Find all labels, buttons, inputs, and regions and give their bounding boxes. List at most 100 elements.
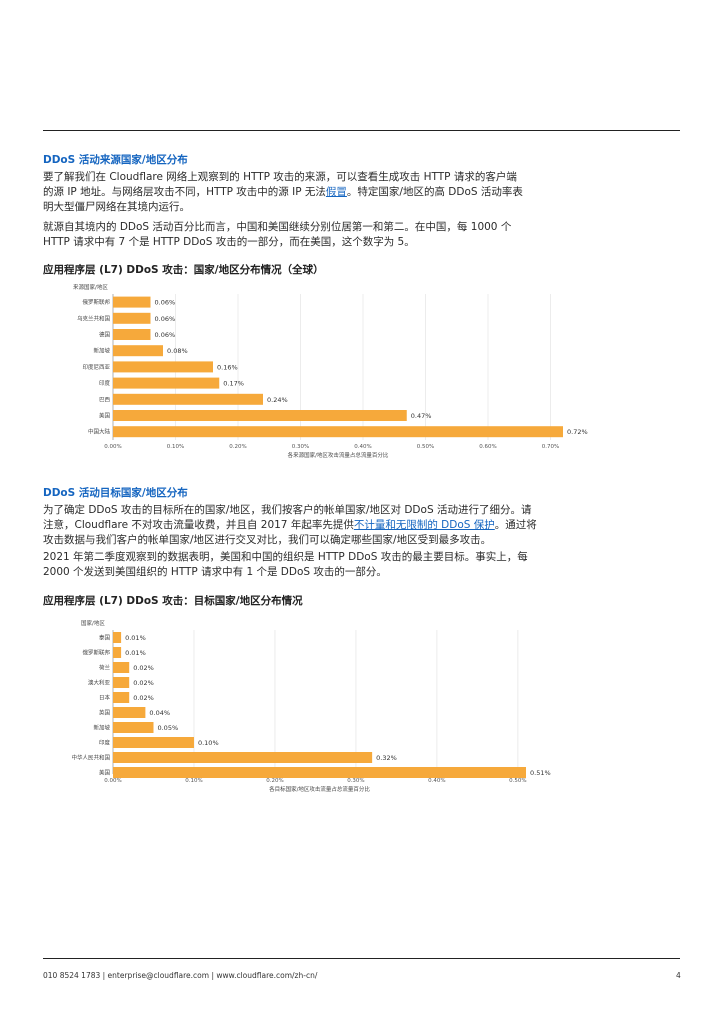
data-label: 0.47% <box>411 412 432 420</box>
bar <box>113 393 263 405</box>
bar <box>113 377 220 389</box>
data-label: 0.01% <box>125 634 146 642</box>
bar <box>113 345 163 357</box>
bar <box>113 410 407 421</box>
data-label: 0.72% <box>567 428 588 436</box>
bar <box>113 707 146 718</box>
x-tick-label: 0.10% <box>167 444 184 450</box>
bar <box>113 312 151 324</box>
category-label: 印度尼西亚 <box>82 363 110 371</box>
x-tick-label: 0.60% <box>479 444 496 450</box>
category-label: 俄罗斯联邦 <box>82 649 110 657</box>
data-label: 0.05% <box>157 724 178 732</box>
bottom-rule <box>43 958 680 959</box>
text-span: 的源 IP 地址。与网络层攻击不同，HTTP 攻击中的源 IP 无法 <box>43 186 326 198</box>
text-span: 注意，Cloudflare 不对攻击流量收费，并且自 2017 年起率先提供 <box>43 519 354 531</box>
text-line: 攻击数据与我们客户的帐单国家/地区进行交叉对比，我们可以确定哪些国家/地区受到最… <box>43 534 492 546</box>
bar <box>113 647 122 658</box>
text-span: 。通过将 <box>494 519 537 531</box>
text-span: 。特定国家/地区的高 DDoS 活动率表 <box>346 186 523 198</box>
x-tick-label: 0.30% <box>347 778 364 784</box>
data-label: 0.06% <box>155 315 176 323</box>
data-label: 0.24% <box>267 396 288 404</box>
data-label: 0.06% <box>155 299 176 307</box>
category-label: 泰国 <box>99 634 111 642</box>
text-line: 2021 年第二季度观察到的数据表明，美国和中国的组织是 HTTP DDoS 攻… <box>43 551 528 563</box>
category-label: 澳大利亚 <box>88 679 111 687</box>
category-label: 中国大陆 <box>88 428 111 436</box>
chart2-title: 应用程序层 (L7) DDoS 攻击：目标国家/地区分布情况 <box>43 595 303 607</box>
text-line: 要了解我们在 Cloudflare 网络上观察到的 HTTP 攻击的来源，可以查… <box>43 171 517 183</box>
x-tick-label: 0.00% <box>104 444 121 450</box>
bar <box>113 722 154 733</box>
category-header: 国家/地区 <box>81 619 105 627</box>
paragraph-target-stats: 2021 年第二季度观察到的数据表明，美国和中国的组织是 HTTP DDoS 攻… <box>43 550 623 580</box>
category-label: 美国 <box>99 769 111 777</box>
bar <box>113 632 122 643</box>
bar <box>113 767 526 778</box>
data-label: 0.02% <box>133 679 154 687</box>
data-label: 0.17% <box>223 380 244 388</box>
x-tick-label: 0.40% <box>354 444 371 450</box>
section-title-source: DDoS 活动来源国家/地区分布 <box>43 154 188 166</box>
bar <box>113 296 151 308</box>
category-label: 德国 <box>99 331 111 339</box>
category-label: 巴西 <box>99 396 111 403</box>
category-label: 俄罗斯联邦 <box>82 298 110 306</box>
bar <box>113 329 151 340</box>
x-tick-label: 0.50% <box>417 444 434 450</box>
category-header: 来源国家/地区 <box>73 283 108 291</box>
data-label: 0.51% <box>530 769 551 777</box>
data-label: 0.04% <box>149 709 170 717</box>
x-tick-label: 0.30% <box>292 444 309 450</box>
top-rule <box>43 130 680 131</box>
bar <box>113 677 130 688</box>
paragraph-source-intro: 要了解我们在 Cloudflare 网络上观察到的 HTTP 攻击的来源，可以查… <box>43 170 623 215</box>
data-label: 0.32% <box>376 754 397 762</box>
category-label: 英国 <box>99 709 111 717</box>
bar <box>113 737 194 748</box>
chart1-title: 应用程序层 (L7) DDoS 攻击：国家/地区分布情况（全球） <box>43 264 324 276</box>
category-label: 日本 <box>99 694 111 702</box>
x-tick-label: 0.40% <box>428 778 445 784</box>
text-line: 注意，Cloudflare 不对攻击流量收费，并且自 2017 年起率先提供不计… <box>43 518 623 533</box>
text-line: 为了确定 DDoS 攻击的目标所在的国家/地区，我们按客户的帐单国家/地区对 D… <box>43 504 532 516</box>
text-line: 就源自其境内的 DDoS 活动百分比而言，中国和美国继续分别位居第一和第二。在中… <box>43 221 512 233</box>
bar <box>113 361 213 373</box>
category-label: 中华人民共和国 <box>71 754 110 762</box>
bar <box>113 662 130 673</box>
x-tick-label: 0.70% <box>542 444 559 450</box>
bar <box>113 426 563 438</box>
category-label: 乌克兰共和国 <box>77 314 111 322</box>
footer-contact: 010 8524 1783 | enterprise@cloudflare.co… <box>43 971 318 980</box>
section-title-target: DDoS 活动目标国家/地区分布 <box>43 487 188 499</box>
bar <box>113 752 373 763</box>
x-axis-title: 各来源国家/地区攻击流量占总流量百分比 <box>288 451 389 459</box>
x-tick-label: 0.20% <box>266 778 283 784</box>
text-line: 明大型僵尸网络在其境内运行。 <box>43 201 190 213</box>
spoofing-link[interactable]: 假冒 <box>325 186 347 198</box>
category-label: 印度 <box>99 379 111 387</box>
x-axis-title: 各目标国家/地区攻击流量占总流量百分比 <box>269 785 370 793</box>
data-label: 0.02% <box>133 694 154 702</box>
page-number: 4 <box>676 971 681 980</box>
category-label: 印度 <box>99 739 111 747</box>
x-tick-label: 0.00% <box>104 778 121 784</box>
chart-source-countries: 来源国家/地区 0.00% 0.10% 0.20% 0.30% 0.40% 0.50% 0.6… <box>73 283 588 459</box>
category-label: 新加坡 <box>93 724 110 732</box>
paragraph-source-stats: 就源自其境内的 DDoS 活动百分比而言，中国和美国继续分别位居第一和第二。在中… <box>43 220 623 250</box>
text-line: HTTP 请求中有 7 个是 HTTP DDoS 攻击的一部分，而在美国，这个数… <box>43 236 415 248</box>
data-label: 0.16% <box>217 363 238 371</box>
paragraph-target-intro: 为了确定 DDoS 攻击的目标所在的国家/地区，我们按客户的帐单国家/地区对 D… <box>43 503 623 548</box>
category-label: 新加坡 <box>93 347 110 355</box>
bar <box>113 692 130 703</box>
x-tick-label: 0.50% <box>509 778 526 784</box>
data-label: 0.02% <box>133 664 154 672</box>
x-tick-label: 0.10% <box>185 778 202 784</box>
data-label: 0.01% <box>125 649 146 657</box>
text-line: 的源 IP 地址。与网络层攻击不同，HTTP 攻击中的源 IP 无法假冒。特定国… <box>43 185 623 200</box>
data-label: 0.08% <box>167 347 188 355</box>
text-line: 2000 个发送到美国组织的 HTTP 请求中有 1 个是 DDoS 攻击的一部… <box>43 566 387 578</box>
data-label: 0.10% <box>198 739 219 747</box>
unmetered-ddos-link[interactable]: 不计量和无限制的 DDoS 保护 <box>353 519 495 531</box>
